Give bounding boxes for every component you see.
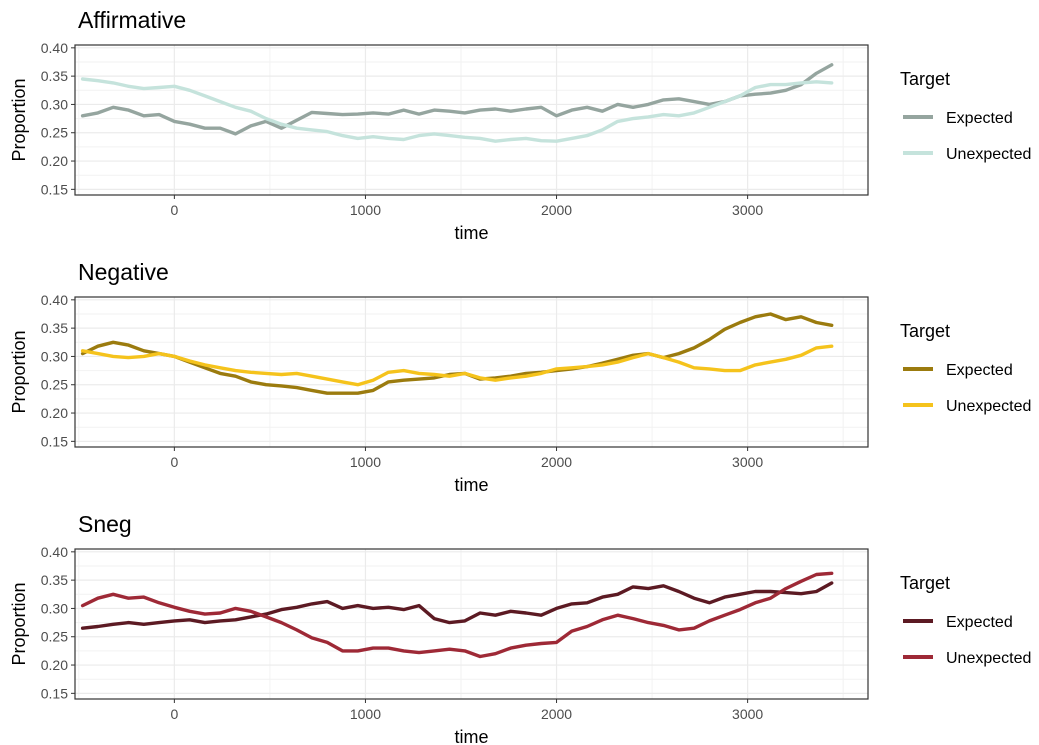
series-line-unexpected xyxy=(80,77,834,143)
x-tick-label: 0 xyxy=(170,202,178,218)
legend-title: Target xyxy=(900,321,950,341)
gridlines xyxy=(75,297,868,447)
y-tick-label: 0.40 xyxy=(41,40,68,56)
y-axis-label: Proportion xyxy=(9,582,29,665)
y-tick-label: 0.40 xyxy=(41,292,68,308)
y-tick-label: 0.35 xyxy=(41,68,68,84)
x-tick-label: 0 xyxy=(170,706,178,722)
x-axis-label: time xyxy=(454,223,488,243)
legend: Target Expected Unexpected xyxy=(900,321,1031,415)
panel-negative: Negative 0 1000 2000 3000 0.15 0.20 0.25 0.30 0.3… xyxy=(9,259,1031,495)
y-tick-label: 0.20 xyxy=(41,405,68,421)
x-axis-label: time xyxy=(454,475,488,495)
gridlines xyxy=(75,549,868,699)
y-tick-label: 0.30 xyxy=(41,600,68,616)
panel-border xyxy=(74,296,869,448)
y-tick-label: 0.40 xyxy=(41,544,68,560)
series-line-expected xyxy=(80,312,834,395)
y-tick-label: 0.25 xyxy=(41,377,68,393)
legend-label: Expected xyxy=(946,362,1013,379)
y-tick-label: 0.35 xyxy=(41,320,68,336)
legend-title: Target xyxy=(900,69,950,89)
legend: Target Expected Unexpected xyxy=(900,573,1031,667)
y-tick-label: 0.30 xyxy=(41,96,68,112)
y-tick-label: 0.25 xyxy=(41,125,68,141)
x-tick-label: 2000 xyxy=(541,706,572,722)
y-tick-label: 0.20 xyxy=(41,657,68,673)
series-line-expected xyxy=(80,63,834,136)
legend-title: Target xyxy=(900,573,950,593)
series-line-unexpected xyxy=(80,571,834,659)
x-tick-label: 3000 xyxy=(732,454,763,470)
panel-title: Sneg xyxy=(78,511,132,537)
x-tick-label: 2000 xyxy=(541,202,572,218)
x-tick-label: 3000 xyxy=(732,706,763,722)
x-tick-label: 1000 xyxy=(350,202,381,218)
panel-title: Affirmative xyxy=(78,7,186,33)
y-tick-label: 0.35 xyxy=(41,572,68,588)
x-tick-label: 3000 xyxy=(732,202,763,218)
gridlines xyxy=(75,45,868,195)
y-tick-label: 0.15 xyxy=(41,181,68,197)
panel-affirmative: Affirmative 0 1000 2000 3000 0.15 0.20 0.25 0.30… xyxy=(9,7,1031,243)
y-tick-label: 0.15 xyxy=(41,685,68,701)
legend-label: Unexpected xyxy=(946,650,1031,667)
x-tick-label: 1000 xyxy=(350,454,381,470)
series-line-expected xyxy=(80,581,834,630)
y-tick-label: 0.30 xyxy=(41,348,68,364)
x-tick-label: 2000 xyxy=(541,454,572,470)
legend-label: Expected xyxy=(946,614,1013,631)
panel-border xyxy=(74,548,869,700)
x-axis-label: time xyxy=(454,727,488,745)
y-axis-label: Proportion xyxy=(9,330,29,413)
y-tick-label: 0.25 xyxy=(41,629,68,645)
panel-border xyxy=(74,44,869,196)
legend: Target Expected Unexpected xyxy=(900,69,1031,163)
y-tick-label: 0.20 xyxy=(41,153,68,169)
y-axis-label: Proportion xyxy=(9,78,29,161)
legend-label: Unexpected xyxy=(946,398,1031,415)
legend-label: Unexpected xyxy=(946,146,1031,163)
legend-label: Expected xyxy=(946,110,1013,127)
x-tick-label: 0 xyxy=(170,454,178,470)
panel-sneg: Sneg 0 1000 2000 3000 0.15 0.20 0.25 0.30 0.35 0.4… xyxy=(9,511,1031,745)
y-tick-label: 0.15 xyxy=(41,433,68,449)
x-tick-label: 1000 xyxy=(350,706,381,722)
series-line-unexpected xyxy=(80,344,834,387)
panel-title: Negative xyxy=(78,259,169,285)
